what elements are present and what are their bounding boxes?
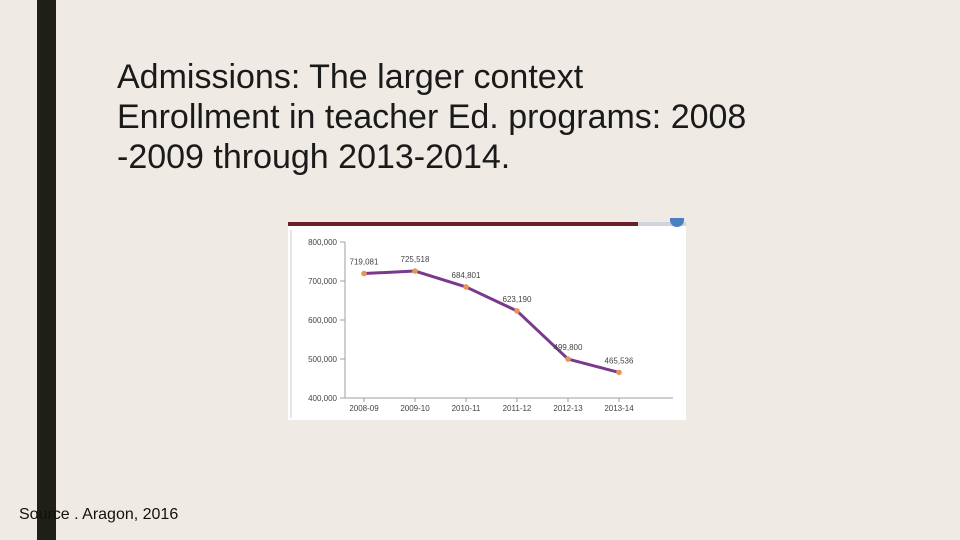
- data-point: [361, 270, 367, 277]
- data-point: [616, 369, 622, 376]
- series-line: [362, 269, 621, 374]
- data-label: 623,190: [503, 295, 532, 304]
- left-accent-bar: [37, 0, 56, 540]
- title-line-1: Admissions: The larger context: [117, 58, 584, 96]
- y-tick-label: 500,000: [308, 355, 337, 364]
- y-tick-label: 700,000: [308, 277, 337, 286]
- y-tick-label: 800,000: [308, 238, 337, 247]
- x-tick-label: 2010-11: [452, 404, 481, 413]
- enrollment-line-chart: 400,000 500,000 600,000 700,000 800,000 2008-…: [290, 230, 673, 418]
- x-tick-label: 2013-14: [604, 404, 634, 413]
- data-point: [514, 308, 520, 314]
- data-label: 684,801: [452, 271, 481, 280]
- y-tick-label: 400,000: [308, 394, 337, 403]
- data-point: [565, 356, 571, 362]
- title-line-2: Enrollment in teacher Ed. programs: 2008: [117, 98, 747, 136]
- data-label: 719,081: [350, 258, 379, 267]
- x-tick-label: 2008-09: [349, 404, 379, 413]
- x-tick-label: 2011-12: [503, 404, 532, 413]
- x-tick-label: 2012-13: [553, 404, 583, 413]
- chart-image: 400,000 500,000 600,000 700,000 800,000 2008-…: [288, 222, 686, 420]
- data-point: [412, 268, 418, 274]
- data-point: [463, 284, 469, 290]
- slide-title: Admissions: The larger context Enrollmen…: [117, 57, 917, 177]
- title-line-3: -2009 through 2013-2014.: [117, 138, 511, 176]
- chart-top-border-right: [638, 222, 686, 226]
- source-citation: Source . Aragon, 2016: [19, 506, 179, 523]
- data-label: 465,536: [605, 356, 634, 365]
- top-left-decoration: [0, 0, 37, 16]
- data-label: 725,518: [401, 255, 430, 264]
- y-tick-label: 600,000: [308, 316, 337, 325]
- chart-corner-marker: [670, 218, 684, 227]
- data-label: 499,800: [554, 343, 583, 352]
- chart-top-border: [288, 222, 638, 226]
- x-tick-label: 2009-10: [400, 404, 430, 413]
